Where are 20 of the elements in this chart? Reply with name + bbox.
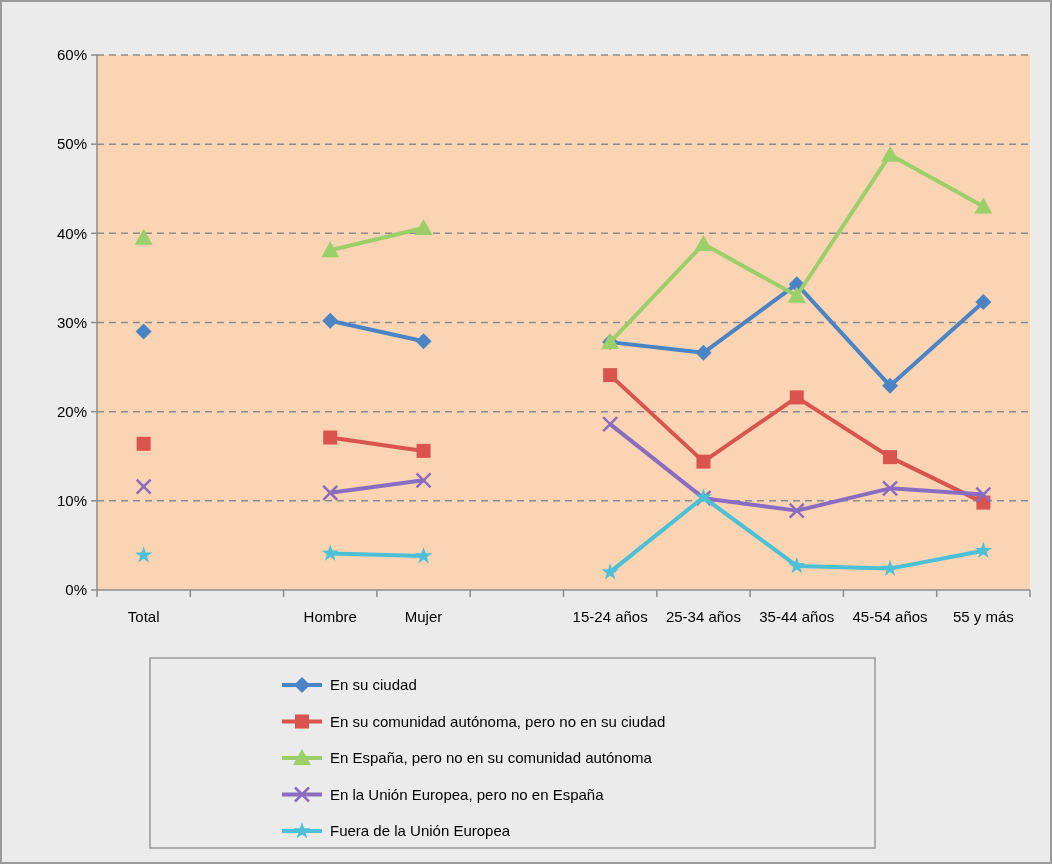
legend-label: Fuera de la Unión Europea [330,822,511,840]
y-tick-label: 0% [65,581,87,599]
x-tick-label: 55 y más [952,608,1014,625]
x-tick-label: Mujer [404,608,443,625]
y-tick-label: 50% [56,135,87,153]
y-tick-label: 30% [56,313,87,331]
x-tick-label: 35-44 años [759,608,835,625]
y-tick-label: 10% [56,492,87,510]
x-tick-label: 45-54 años [852,608,928,625]
y-tick-label: 60% [56,46,87,64]
legend-label: En la Unión Europea, pero no en España [330,785,605,803]
x-tick-label: 25-34 años [665,608,741,625]
x-tick-label: Hombre [303,608,357,625]
y-tick-label: 20% [56,402,87,420]
x-tick-label: Total [127,608,160,625]
legend-label: En su comunidad autónoma, pero no en su ciudad [330,712,666,730]
legend-label: En su ciudad [330,676,417,694]
legend-label: En España, pero no en su comunidad autónoma [330,749,653,767]
y-tick-label: 40% [56,224,87,242]
x-tick-label: 15-24 años [572,608,648,625]
